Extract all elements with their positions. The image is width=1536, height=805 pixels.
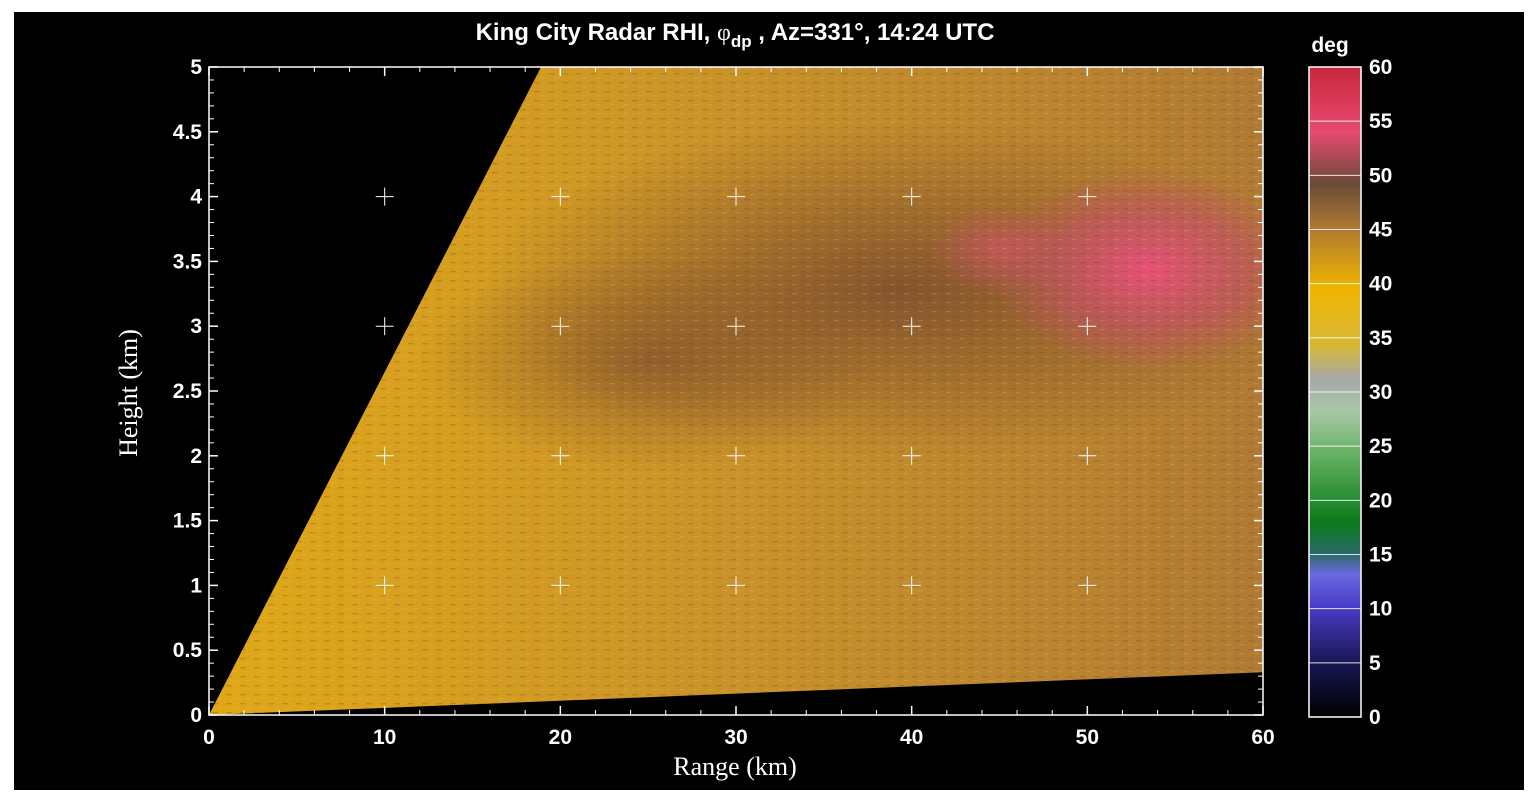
colorbar: deg 0 5 10 15 20 25 30 35 40 45 50 55 60	[1308, 34, 1393, 729]
x-tick-label: 10	[373, 726, 396, 749]
y-tick-label: 2	[190, 445, 202, 468]
colorbar-tick-label: 5	[1369, 652, 1381, 675]
x-axis-ticks: 0 10 20 30 40 50 60	[203, 67, 1275, 749]
x-tick-label: 50	[1076, 726, 1099, 749]
y-tick-label: 0	[190, 704, 202, 727]
colorbar-tick-label: 50	[1369, 164, 1392, 187]
colorbar-tick-label: 30	[1369, 381, 1392, 404]
colorbar-tick-label: 35	[1369, 327, 1393, 350]
x-tick-label: 40	[900, 726, 923, 749]
colorbar-tick-label: 15	[1369, 544, 1393, 567]
grid-cross	[1078, 317, 1097, 336]
colorbar-tick-label: 25	[1369, 435, 1393, 458]
y-axis-ticks: 0 0.5 1 1.5 2 2.5 3 3.5 4 4.5 5	[173, 56, 1263, 727]
y-tick-label: 3	[190, 315, 202, 338]
grid-cross	[1078, 576, 1097, 595]
x-tick-label: 0	[203, 726, 215, 749]
grid-cross	[727, 576, 745, 595]
phidp-field	[209, 67, 1263, 715]
colorbar-tick-label: 45	[1369, 219, 1393, 242]
svg-text:King City Radar RHI, φdp , Az=: King City Radar RHI, φdp , Az=331°, 14:2…	[476, 19, 995, 51]
y-axis-label: Height (km)	[114, 329, 143, 457]
y-tick-label: 2.5	[173, 380, 203, 403]
colorbar-tick-label: 20	[1369, 489, 1392, 512]
colorbar-tick-label: 40	[1369, 273, 1392, 296]
grid-cross	[1078, 446, 1097, 465]
colorbar-unit: deg	[1311, 34, 1348, 57]
grid-cross	[551, 576, 570, 595]
colorbar-tick-label: 10	[1369, 598, 1392, 621]
grid-cross	[375, 446, 394, 465]
grid-cross	[375, 317, 394, 336]
y-tick-label: 4	[190, 186, 202, 209]
grid-cross	[902, 187, 921, 206]
grid-crosses	[375, 187, 1097, 595]
y-tick-label: 1.5	[173, 510, 203, 533]
title-subscript: dp	[731, 32, 752, 51]
x-tick-label: 60	[1251, 726, 1274, 749]
grid-cross	[375, 187, 394, 206]
y-tick-label: 5	[190, 56, 202, 79]
title-suffix: , Az=331°, 14:24 UTC	[752, 19, 995, 46]
grid-cross	[1078, 187, 1097, 206]
title-phi-symbol: φ	[717, 20, 731, 46]
grid-cross	[551, 317, 570, 336]
grid-cross	[727, 446, 745, 465]
x-tick-label: 30	[724, 726, 747, 749]
chart-title: King City Radar RHI, φdp , Az=331°, 14:2…	[476, 19, 995, 51]
grid-cross	[727, 187, 745, 206]
y-tick-label: 4.5	[173, 121, 203, 144]
colorbar-tick-label: 60	[1369, 56, 1392, 79]
grid-cross	[551, 446, 570, 465]
y-tick-label: 3.5	[173, 250, 203, 273]
x-tick-label: 20	[549, 726, 572, 749]
y-tick-label: 1	[190, 574, 202, 597]
colorbar-frame	[1308, 66, 1362, 718]
colorbar-tick-label: 55	[1369, 110, 1393, 133]
grid-cross	[902, 317, 921, 336]
grid-cross	[902, 576, 921, 595]
colorbar-tick-label: 0	[1369, 706, 1381, 729]
grid-cross	[551, 187, 570, 206]
grid-cross	[375, 576, 394, 595]
grid-cross	[727, 317, 745, 336]
x-axis-label: Range (km)	[673, 752, 796, 781]
y-tick-label: 0.5	[173, 639, 203, 662]
title-prefix: King City Radar RHI,	[476, 19, 717, 46]
grid-cross	[902, 446, 921, 465]
plot-area: 0 10 20 30 40 50 60 0 0.5 1 1.5 2 2.5 3 3.5 4 4.5 5	[173, 56, 1275, 749]
colorbar-ticks: 0 5 10 15 20 25 30 35 40 45 50 55 60	[1309, 56, 1393, 729]
